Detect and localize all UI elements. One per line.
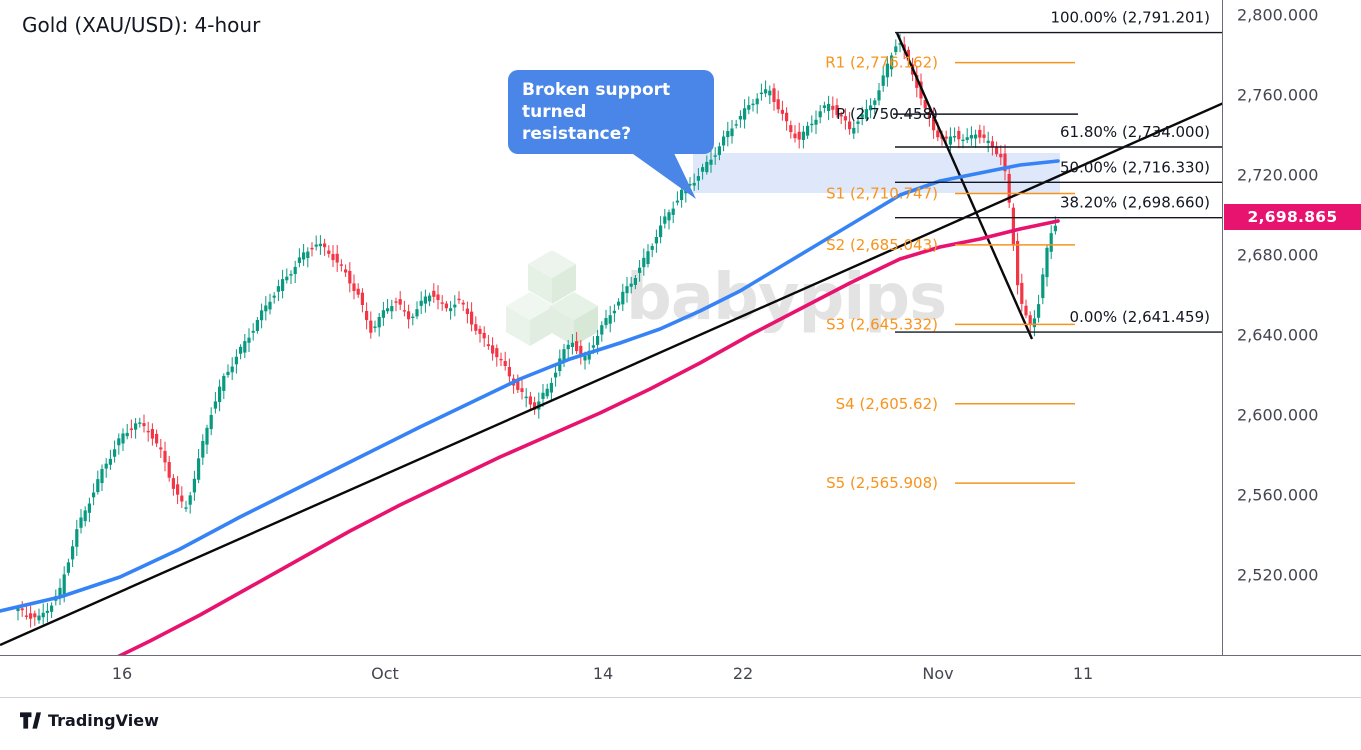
fib-label-100: 100.00% (2,791.201) bbox=[1050, 9, 1210, 27]
time-axis-label[interactable]: 11 bbox=[1073, 664, 1093, 683]
time-axis-label[interactable]: Oct bbox=[371, 664, 399, 683]
pivot-label-S2: S2 (2,685.043) bbox=[826, 236, 938, 254]
tradingview-label: TradingView bbox=[48, 711, 159, 730]
price-axis-label[interactable]: 2,600.000 bbox=[1237, 406, 1318, 425]
fib-label-50: 50.00% (2,716.330) bbox=[1060, 158, 1210, 176]
price-axis-label[interactable]: 2,520.000 bbox=[1237, 566, 1318, 585]
slow-ma-line bbox=[117, 219, 1060, 655]
chart-title: Gold (XAU/USD): 4-hour bbox=[22, 13, 261, 37]
pivot-label-R1: R1 (2,776.162) bbox=[825, 54, 938, 72]
price-axis-label[interactable]: 2,680.000 bbox=[1237, 246, 1318, 265]
time-axis-label[interactable]: Nov bbox=[922, 664, 953, 683]
price-axis-label[interactable]: 2,800.000 bbox=[1237, 6, 1318, 25]
price-axis-label[interactable]: 2,560.000 bbox=[1237, 486, 1318, 505]
candlesticks[interactable] bbox=[16, 33, 1057, 628]
pivot-label-S5: S5 (2,565.908) bbox=[826, 474, 938, 492]
fib-label-38.2: 38.20% (2,698.660) bbox=[1060, 194, 1210, 212]
tradingview-logo-icon bbox=[20, 712, 41, 729]
fib-label-0: 0.00% (2,641.459) bbox=[1070, 308, 1210, 326]
pivot-label-P: P (2,750.458) bbox=[836, 105, 938, 123]
price-axis-label[interactable]: 2,760.000 bbox=[1237, 86, 1318, 105]
babypips-logo-icon bbox=[506, 250, 598, 346]
annotation-callout: Broken support turned resistance? bbox=[508, 70, 714, 200]
babypips-watermark-text: babypips bbox=[626, 261, 947, 335]
time-axis-label[interactable]: 14 bbox=[593, 664, 613, 683]
current-price-badge: 2,698.865 bbox=[1224, 204, 1361, 230]
annotation-callout-text: Broken support turned resistance? bbox=[522, 80, 671, 145]
support-resistance-zone bbox=[693, 153, 1060, 193]
babypips-watermark: babypips bbox=[500, 246, 947, 350]
price-axis-label[interactable]: 2,720.000 bbox=[1237, 166, 1318, 185]
callout-tail bbox=[626, 149, 696, 200]
tradingview-attribution[interactable]: TradingView bbox=[20, 711, 159, 730]
pivot-label-S1: S1 (2,710.747) bbox=[826, 185, 938, 203]
pivot-label-S3: S3 (2,645.332) bbox=[826, 315, 938, 333]
trendline-ascending-support bbox=[0, 102, 1222, 647]
fast-ma-line bbox=[0, 159, 1060, 613]
fib-label-61.8: 61.80% (2,734.000) bbox=[1060, 123, 1210, 141]
trendline-breakdown-line bbox=[895, 32, 1034, 340]
time-axis-label[interactable]: 16 bbox=[112, 664, 132, 683]
pivot-label-S4: S4 (2,605.62) bbox=[836, 395, 938, 413]
price-axis-label[interactable]: 2,640.000 bbox=[1237, 326, 1318, 345]
plot-area[interactable] bbox=[0, 32, 1228, 663]
time-axis-label[interactable]: 22 bbox=[733, 664, 753, 683]
